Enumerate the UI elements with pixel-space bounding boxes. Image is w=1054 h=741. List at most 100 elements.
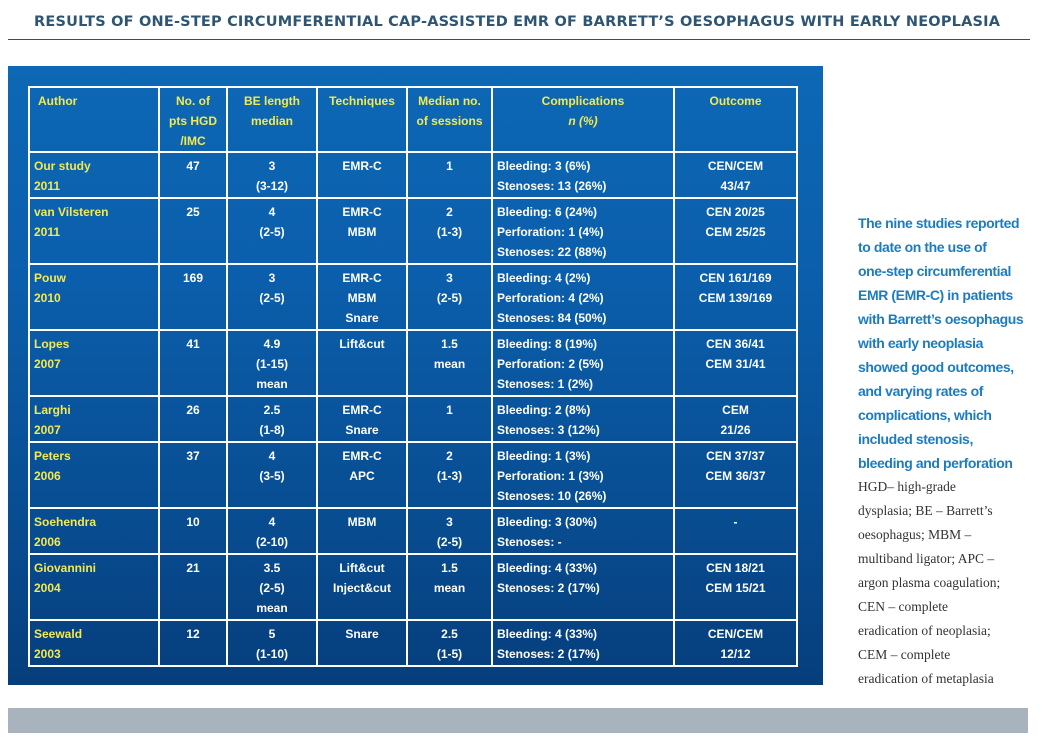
cell-line: (1-8) [259,423,285,437]
summary-line: bleeding and perforation [858,455,1013,471]
header-sessions-line: Median no. [418,94,481,108]
cell-line: 4 [268,205,276,219]
cell-line: 2.5 [441,627,458,641]
cell-line: CEN 36/41 [706,337,765,351]
outcome-cell: CEN/CEM 43/47 [673,151,798,199]
header-complications-line: Complications [541,94,625,108]
cell-line: Bleeding: 2 (8%) [497,403,591,417]
cell-line: EMR-C [342,449,382,463]
author-name: Pouw [34,271,66,285]
patients-cell: 10 [158,507,228,555]
sidebar-summary: The nine studies reported to date on the … [858,211,1038,475]
cell-line: CEM 15/21 [705,581,766,595]
complications-cell: Bleeding: 4 (33%) Stenoses: 2 (17%) [491,619,675,667]
table-body: Our study 2011 47 3 (3-12) EMR-C 1 Bleeding: 3 … [28,151,798,667]
header-patients-line: /IMC [180,134,206,148]
sessions-cell: 2.5 (1-5) [406,619,493,667]
summary-line: complications, which [858,407,992,423]
cell-line: 2.5 [263,403,281,417]
sessions-cell: 2 (1-3) [406,197,493,265]
cell-line: CEN 18/21 [706,561,765,575]
cell-line: Stenoses: 22 (88%) [497,245,607,259]
complications-cell: Bleeding: 8 (19%) Perforation: 2 (5%) Sten… [491,329,675,397]
author-cell: Lopes 2007 [28,329,160,397]
cell-line: 21/26 [720,423,751,437]
cell-line: Bleeding: 4 (2%) [497,271,591,285]
sidebar-abbreviations: HGD– high-grade dysplasia; BE – Barrett’s… [858,475,1038,691]
cell-line: Perforation: 2 (5%) [497,357,604,371]
cell-line: Stenoses: 1 (2%) [497,377,594,391]
note-line: eradication of neoplasia; [858,623,991,638]
table-row: Giovannini 2004 21 3.5 (2-5) mean Lift&cut Inje… [28,553,798,621]
outcome-cell: CEN 36/41 CEM 31/41 [673,329,798,397]
summary-line: EMR (EMR-C) in patients [858,287,1013,303]
cell-line: (3-5) [259,469,285,483]
note-line: dysplasia; BE – Barrett’s [858,503,993,518]
be-length-cell: 4 (2-10) [226,507,318,555]
cell-line: 1 [446,159,453,173]
techniques-cell: EMR-C MBM [316,197,408,265]
cell-line: - [733,515,738,529]
patients-cell: 41 [158,329,228,397]
cell-line: EMR-C [342,205,382,219]
summary-line: one-step circumferential [858,263,1011,279]
cell-line: (2-5) [436,291,463,305]
summary-line: showed good outcomes, [858,359,1014,375]
author-name: Giovannini [34,561,97,575]
cell-line: CEM 25/25 [705,225,766,239]
patients-cell: 26 [158,395,228,443]
cell-line: 3 [268,271,276,285]
sessions-cell: 1 [406,395,493,443]
cell-line: CEN 161/169 [699,271,772,285]
cell-line: CEN/CEM [707,159,764,173]
cell-line: mean [256,377,288,391]
author-year: 2003 [34,647,61,661]
author-cell: Peters 2006 [28,441,160,509]
techniques-cell: EMR-C Snare [316,395,408,443]
table-header-row: Author No. of pts HGD /IMC BE length med… [28,86,798,153]
cell-line: CEN 37/37 [706,449,765,463]
note-line: CEM – complete [858,647,951,662]
cell-line: (2-5) [259,225,285,239]
cell-line: (2-5) [436,535,463,549]
cell-line: 3 [446,271,453,285]
cell-line: (2-5) [259,291,285,305]
author-cell: Soehendra 2006 [28,507,160,555]
cell-line: MBM [347,291,377,305]
summary-line: with Barrett’s oesophagus [858,311,1024,327]
table-row: Pouw 2010 169 3 (2-5) EMR-C MBM Snare 3 (2-5) Blee… [28,263,798,331]
complications-cell: Bleeding: 1 (3%) Perforation: 1 (3%) Steno… [491,441,675,509]
author-name: Our study [34,159,91,173]
cell-line: Bleeding: 4 (33%) [497,561,598,575]
header-techniques: Techniques [316,86,408,153]
sidebar-caption: The nine studies reported to date on the … [858,211,1038,691]
cell-line: Snare [345,627,379,641]
cell-line: EMR-C [342,271,382,285]
cell-line: Stenoses: 2 (17%) [497,647,600,661]
techniques-cell: EMR-C [316,151,408,199]
patients-cell: 37 [158,441,228,509]
cell-line: 3.5 [263,561,281,575]
cell-line: Bleeding: 1 (3%) [497,449,591,463]
author-year: 2007 [34,357,61,371]
cell-line: CEM [722,403,749,417]
sessions-cell: 1 [406,151,493,199]
author-name: Peters [34,449,71,463]
sessions-cell: 2 (1-3) [406,441,493,509]
outcome-cell: CEM 21/26 [673,395,798,443]
cell-line: Stenoses: 3 (12%) [497,423,600,437]
outcome-cell: CEN/CEM 12/12 [673,619,798,667]
header-be-length: BE length median [226,86,318,153]
header-be-length-line: BE length [244,94,300,108]
author-name: Lopes [34,337,70,351]
be-length-cell: 5 (1-10) [226,619,318,667]
cell-line: Snare [345,423,379,437]
results-table: Author No. of pts HGD /IMC BE length med… [28,86,798,667]
author-name: Seewald [34,627,83,641]
techniques-cell: EMR-C APC [316,441,408,509]
cell-line: Inject&cut [332,581,391,595]
cell-line: 1.5 [441,337,458,351]
complications-cell: Bleeding: 4 (2%) Perforation: 4 (2%) Steno… [491,263,675,331]
author-year: 2006 [34,535,61,549]
cell-line: 12/12 [720,647,751,661]
